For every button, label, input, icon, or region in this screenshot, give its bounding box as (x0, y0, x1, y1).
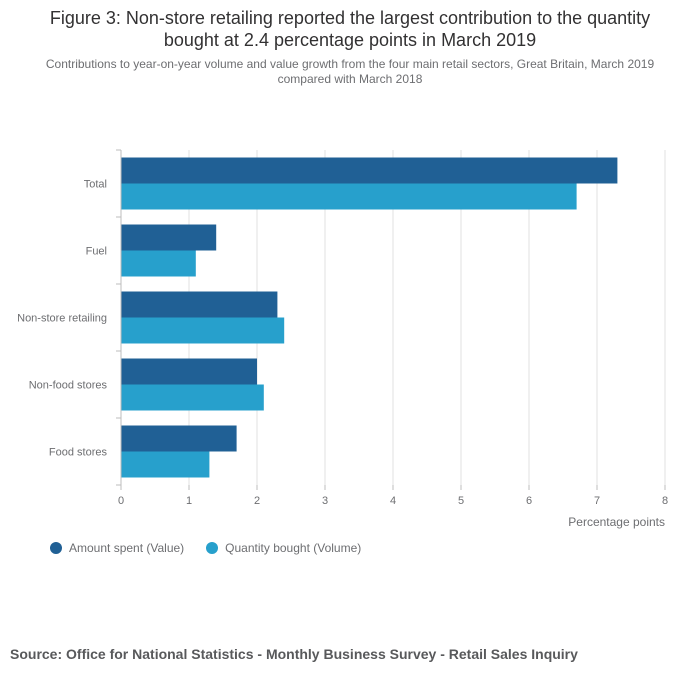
x-tick-label: 7 (594, 495, 600, 507)
category-label: Non-store retailing (17, 313, 107, 325)
bar-volume (121, 183, 577, 210)
bar-volume (121, 317, 285, 344)
legend-swatch-volume (206, 542, 219, 554)
bar-value (121, 291, 278, 318)
bar-value (121, 224, 217, 251)
x-tick-label: 6 (526, 495, 532, 507)
chart-title: Figure 3: Non-store retailing reported t… (49, 8, 651, 50)
bar-volume (121, 250, 196, 277)
legend-label-volume: Quantity bought (Volume) (225, 541, 362, 555)
bar-value (121, 425, 237, 452)
category-label: Fuel (86, 246, 107, 258)
x-tick-label: 2 (254, 495, 260, 507)
bar-volume (121, 451, 210, 478)
bar-chart: 0 1 2 3 4 5 6 7 8 Percentage points Total Fuel Non-s… (17, 149, 668, 529)
bar-value (121, 157, 618, 184)
x-axis-label: Percentage points (568, 515, 665, 529)
category-label: Food stores (49, 447, 108, 459)
chart-subtitle: Contributions to year-on-year volume and… (45, 57, 655, 86)
legend-swatch-value (50, 542, 62, 554)
x-tick-label: 3 (322, 495, 328, 507)
legend-item-value[interactable]: Amount spent (Value) (50, 541, 184, 555)
x-tick-label: 0 (118, 495, 124, 507)
bar-volume (121, 384, 264, 411)
source-note: Source: Office for National Statistics -… (10, 646, 578, 662)
category-label: Total (84, 179, 107, 191)
x-tick-label: 1 (186, 495, 192, 507)
x-tick-label: 8 (662, 495, 668, 507)
x-tick-label: 5 (458, 495, 464, 507)
legend: Amount spent (Value) Quantity bought (Vo… (50, 541, 383, 555)
category-label: Non-food stores (29, 380, 108, 392)
legend-label-value: Amount spent (Value) (69, 541, 185, 555)
x-tick-label: 4 (390, 495, 396, 507)
legend-item-volume[interactable]: Quantity bought (Volume) (206, 541, 361, 555)
bar-value (121, 358, 257, 385)
